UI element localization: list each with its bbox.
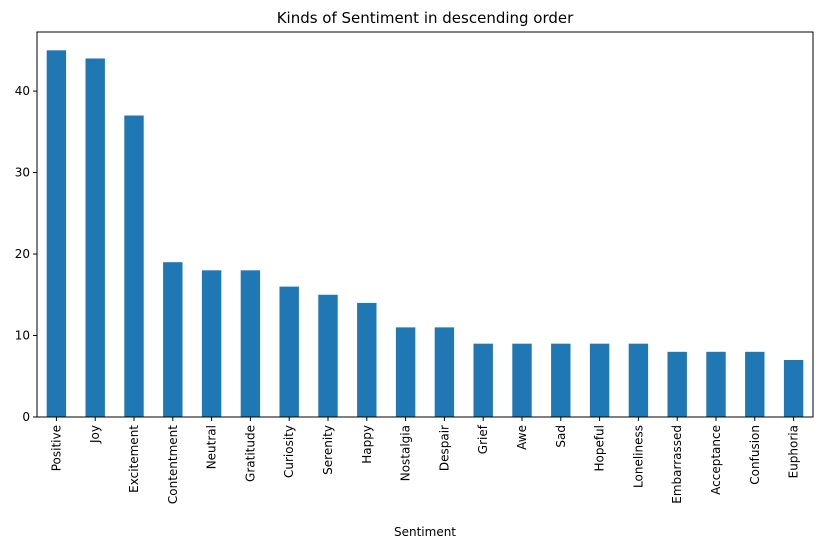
y-tick-label: 10 bbox=[15, 329, 30, 343]
bar-joy bbox=[85, 58, 105, 418]
bar-loneliness bbox=[628, 343, 649, 417]
x-tick-label: Euphoria bbox=[787, 425, 801, 478]
bar-awe bbox=[512, 343, 532, 417]
bar-despair bbox=[434, 327, 455, 417]
x-tick-label: Happy bbox=[360, 425, 374, 464]
x-tick-label: Despair bbox=[437, 425, 451, 471]
x-tick-label: Loneliness bbox=[631, 425, 645, 488]
x-axis-label: Sentiment bbox=[394, 525, 456, 539]
y-axis: 0 10 20 30 40 bbox=[15, 84, 37, 424]
x-tick-label: Nostalgia bbox=[399, 425, 413, 481]
bar-gratitude bbox=[240, 270, 261, 417]
x-axis: Positive Joy Excitement Contentment Neutral G… bbox=[49, 417, 801, 504]
x-tick-label: Acceptance bbox=[709, 425, 723, 495]
x-tick-label: Embarrassed bbox=[670, 425, 684, 504]
y-tick-label: 40 bbox=[15, 84, 30, 98]
y-tick-label: 20 bbox=[15, 247, 30, 261]
bar-contentment bbox=[163, 262, 183, 417]
x-tick-label: Joy bbox=[88, 425, 102, 444]
chart-title: Kinds of Sentiment in descending order bbox=[277, 9, 574, 27]
bar-hopeful bbox=[589, 343, 610, 417]
bar-nostalgia bbox=[395, 327, 416, 417]
bar-sad bbox=[551, 343, 571, 417]
bars-group bbox=[46, 50, 804, 418]
bar-excitement bbox=[124, 115, 144, 417]
bar-euphoria bbox=[783, 359, 804, 417]
x-tick-label: Awe bbox=[515, 425, 529, 450]
bar-curiosity bbox=[279, 286, 299, 417]
plot-frame bbox=[36, 31, 814, 418]
bar-happy bbox=[357, 302, 377, 417]
x-tick-label: Curiosity bbox=[282, 425, 296, 478]
x-tick-label: Sad bbox=[554, 425, 568, 448]
bar-confusion bbox=[745, 351, 765, 417]
bar-grief bbox=[473, 343, 493, 417]
x-tick-label: Gratitude bbox=[243, 425, 257, 482]
x-tick-label: Grief bbox=[476, 424, 490, 454]
x-tick-label: Confusion bbox=[748, 425, 762, 485]
y-tick-label: 30 bbox=[15, 166, 30, 180]
x-tick-label: Contentment bbox=[166, 425, 180, 504]
x-tick-label: Neutral bbox=[205, 425, 219, 469]
x-tick-label: Serenity bbox=[321, 425, 335, 475]
y-tick-label: 0 bbox=[22, 410, 30, 424]
bar-serenity bbox=[318, 294, 338, 417]
bar-neutral bbox=[201, 270, 222, 417]
bar-embarrassed bbox=[667, 351, 687, 417]
x-tick-label: Excitement bbox=[127, 425, 141, 493]
x-tick-label: Positive bbox=[49, 425, 63, 471]
x-tick-label: Hopeful bbox=[593, 425, 607, 472]
bar-acceptance bbox=[706, 351, 726, 417]
bar-positive bbox=[46, 50, 67, 417]
